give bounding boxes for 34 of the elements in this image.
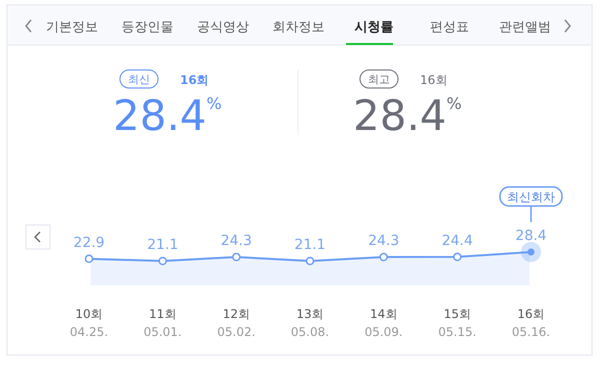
x-tick-label: 12회 05.02. xyxy=(217,307,256,339)
text: 회차정보 xyxy=(272,20,324,35)
text: 공식영상 xyxy=(197,20,249,35)
x-tick-label: 16회 05.16. xyxy=(512,307,550,339)
text: 시청률 xyxy=(354,20,394,35)
point xyxy=(158,256,167,266)
data-label: 21.1 xyxy=(294,236,326,253)
text: 28.4$^{%}$ xyxy=(113,91,222,140)
data-label: 21.1 xyxy=(147,236,178,253)
text: 최신 xyxy=(128,73,150,86)
point xyxy=(232,252,241,262)
x-tick-label: 15회 05.15. xyxy=(438,307,476,339)
data-label: 24.3 xyxy=(368,233,400,250)
x-tick-label: 10회 04.25. xyxy=(70,307,108,339)
data-label: 22.9 xyxy=(73,234,105,251)
x-tick-label: 11회 05.01. xyxy=(144,307,182,339)
data-label: 28.4 xyxy=(515,228,547,244)
text: 기본정보 xyxy=(46,20,98,35)
text: 16회 xyxy=(420,73,448,87)
point xyxy=(379,252,388,262)
text: 등장인물 xyxy=(122,20,174,35)
data-label: 24.4 xyxy=(442,232,474,249)
text: 편성표 xyxy=(430,20,469,35)
text: 최신회차 xyxy=(507,190,555,204)
text: 관련앨범 xyxy=(499,20,551,35)
point xyxy=(453,252,462,262)
point xyxy=(84,254,94,264)
text: 16회 xyxy=(180,73,209,87)
text: 28.4$^{%}$ xyxy=(353,91,462,140)
x-tick-label: 14회 05.09. xyxy=(364,307,403,339)
x-tick-label: 13회 05.08. xyxy=(290,307,330,339)
text: 최고 xyxy=(368,73,390,86)
data-label: 24.3 xyxy=(220,233,252,250)
point xyxy=(306,256,314,266)
